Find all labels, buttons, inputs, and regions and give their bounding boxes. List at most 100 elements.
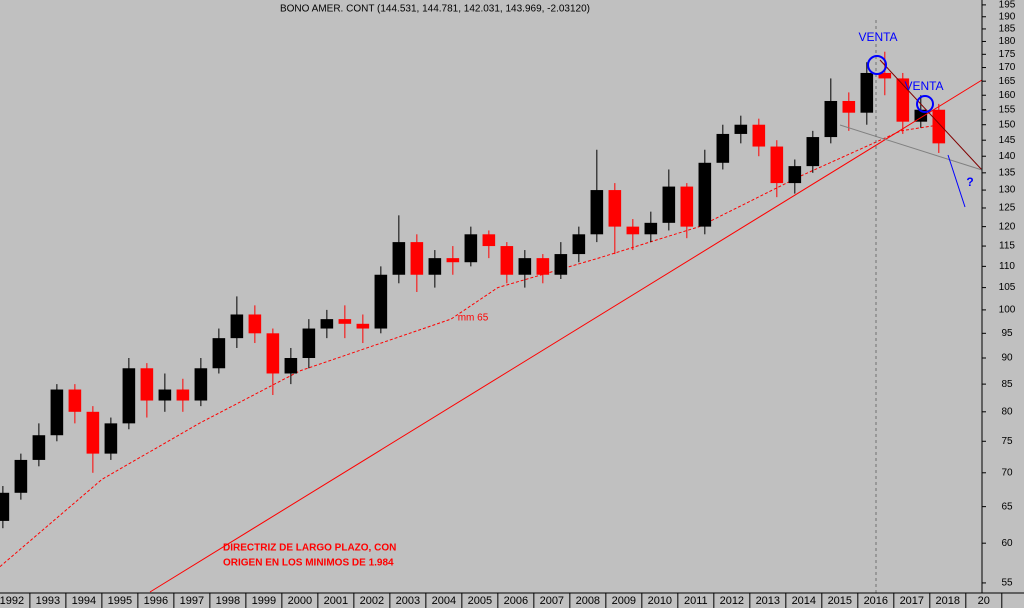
candle-body	[842, 100, 856, 113]
long-term-trendline	[149, 79, 983, 593]
candle-body	[14, 459, 28, 493]
candle-body	[716, 133, 730, 163]
candle-body	[410, 242, 424, 275]
candle-body	[50, 389, 64, 436]
x-tick-label: 2014	[792, 595, 816, 607]
candle-body	[140, 368, 154, 401]
y-tick-label: 55	[1001, 578, 1013, 589]
x-tick-label: 1995	[108, 595, 132, 607]
y-tick-label: 90	[1001, 353, 1013, 364]
x-tick-label: 1999	[252, 595, 276, 607]
y-tick-label: 130	[999, 185, 1016, 196]
candle-body	[230, 314, 244, 339]
x-tick-label: 1992	[0, 595, 24, 607]
x-tick-label: 2011	[684, 595, 708, 607]
candle-body	[0, 492, 10, 521]
candle-body	[32, 435, 46, 460]
candle-body	[590, 190, 604, 235]
candle-body	[482, 234, 496, 247]
candle-body	[284, 358, 298, 374]
candle-body	[374, 274, 388, 329]
candle-body	[770, 146, 784, 184]
x-tick-label: 2012	[720, 595, 744, 607]
y-tick-label: 110	[999, 261, 1015, 272]
candle-body	[662, 186, 676, 223]
x-tick-label: 1993	[36, 595, 60, 607]
candle-body	[392, 242, 406, 275]
x-tick-label: 20	[978, 595, 990, 607]
y-tick-label: 60	[1001, 538, 1013, 549]
y-tick-label: 95	[1001, 328, 1013, 339]
y-tick-label: 170	[999, 62, 1016, 73]
y-tick-label: 70	[1001, 467, 1013, 478]
candle-body	[824, 100, 838, 138]
candle-body	[428, 258, 442, 275]
y-tick-label: 180	[999, 36, 1016, 47]
plot-area	[0, 51, 946, 567]
y-tick-label: 160	[999, 90, 1016, 101]
candle-body	[860, 72, 874, 113]
candle-body	[914, 109, 928, 122]
sell-circle	[916, 95, 934, 113]
x-tick-label: 1998	[216, 595, 240, 607]
x-tick-label: 2009	[612, 595, 636, 607]
y-tick-label: 195	[999, 0, 1016, 11]
y-tick-label: 105	[999, 282, 1016, 293]
candle-body	[464, 234, 478, 263]
y-tick-label: 155	[999, 104, 1016, 115]
y-tick-label: 120	[999, 221, 1016, 232]
x-tick-label: 2003	[396, 595, 420, 607]
y-tick-label: 65	[1001, 501, 1013, 512]
candle-body	[266, 333, 280, 374]
moving-average	[0, 124, 941, 567]
x-tick-label: 1997	[180, 595, 204, 607]
candle-body	[698, 162, 712, 227]
candle-body	[626, 226, 640, 235]
y-tick-label: 165	[999, 76, 1016, 87]
candle-body	[176, 389, 190, 401]
annotation: VENTA	[858, 30, 897, 44]
x-tick-label: 2017	[900, 595, 924, 607]
candle-body	[194, 368, 208, 401]
y-tick-label: 190	[999, 11, 1016, 22]
x-tick-label: 2010	[648, 595, 672, 607]
candle-body	[734, 124, 748, 134]
x-tick-label: 2013	[756, 595, 780, 607]
candle-body	[752, 124, 766, 147]
resistance-line	[879, 59, 983, 171]
x-tick-label: 2004	[432, 595, 456, 607]
candle-body	[86, 411, 100, 454]
candle-body	[572, 234, 586, 255]
annotation: DIRECTRIZ DE LARGO PLAZO, CON	[223, 543, 396, 554]
projection-line	[947, 154, 966, 208]
support-line	[839, 124, 983, 171]
x-tick-label: 2002	[360, 595, 384, 607]
candle-body	[212, 338, 226, 369]
x-tick-label: 2001	[324, 595, 348, 607]
candle-body	[644, 222, 658, 235]
sell-circle	[867, 55, 887, 75]
ma-label: mm 65	[458, 313, 489, 324]
y-tick-label: 185	[999, 24, 1016, 35]
x-tick-label: 2008	[576, 595, 600, 607]
y-tick-label: 85	[1001, 379, 1013, 390]
y-tick-label: 125	[999, 203, 1016, 214]
y-tick-label: 100	[999, 305, 1016, 316]
y-tick-label: 140	[999, 151, 1016, 162]
candle-body	[608, 190, 622, 227]
x-tick-label: 1994	[72, 595, 96, 607]
candle-body	[320, 319, 334, 329]
candle-body	[104, 423, 118, 454]
annotation: ?	[966, 175, 973, 189]
candle-body	[680, 186, 694, 227]
candle-body	[806, 137, 820, 167]
candle-body	[122, 368, 136, 424]
candle-body	[554, 254, 568, 275]
candle-body	[518, 258, 532, 275]
y-tick-label: 80	[1001, 406, 1013, 417]
x-tick-label: 1996	[144, 595, 168, 607]
y-tick-label: 115	[999, 241, 1015, 252]
y-tick-label: 150	[999, 119, 1016, 130]
